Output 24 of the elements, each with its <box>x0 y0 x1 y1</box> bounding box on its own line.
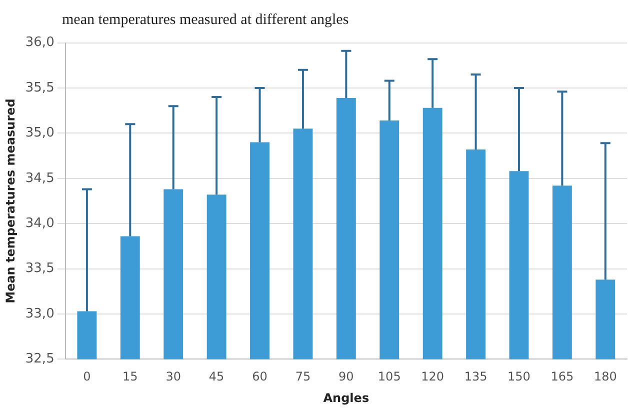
x-tick-label: 90 <box>338 370 354 384</box>
x-tick-label: 45 <box>208 370 224 384</box>
x-tick-label: 0 <box>83 370 91 384</box>
y-tick-label: 34,5 <box>25 170 54 186</box>
x-tick-label: 120 <box>421 370 444 384</box>
y-tick-label: 36,0 <box>25 35 54 50</box>
chart-title: mean temperatures measured at different angles <box>62 12 349 29</box>
x-tick-label: 60 <box>252 370 268 384</box>
x-tick-label: 135 <box>464 370 488 384</box>
x-tick-label: 105 <box>378 370 401 384</box>
y-tick-label: 33,5 <box>25 261 54 276</box>
y-tick-label: 33,0 <box>25 306 54 322</box>
x-tick-label: 165 <box>550 370 574 384</box>
y-axis-title: Mean temperatures measured <box>3 98 18 304</box>
x-axis-title: Angles <box>323 390 370 405</box>
y-tick-label: 34,0 <box>25 216 54 231</box>
y-tick-label: 35,0 <box>25 126 54 141</box>
x-tick-label: 30 <box>166 370 181 384</box>
y-tick-label: 35,5 <box>25 80 54 96</box>
y-tick-label: 32,5 <box>25 352 54 367</box>
x-tick-label: 75 <box>295 370 311 384</box>
x-tick-label: 180 <box>594 370 617 384</box>
x-tick-label: 150 <box>508 370 530 384</box>
x-tick-label: 15 <box>122 370 138 384</box>
